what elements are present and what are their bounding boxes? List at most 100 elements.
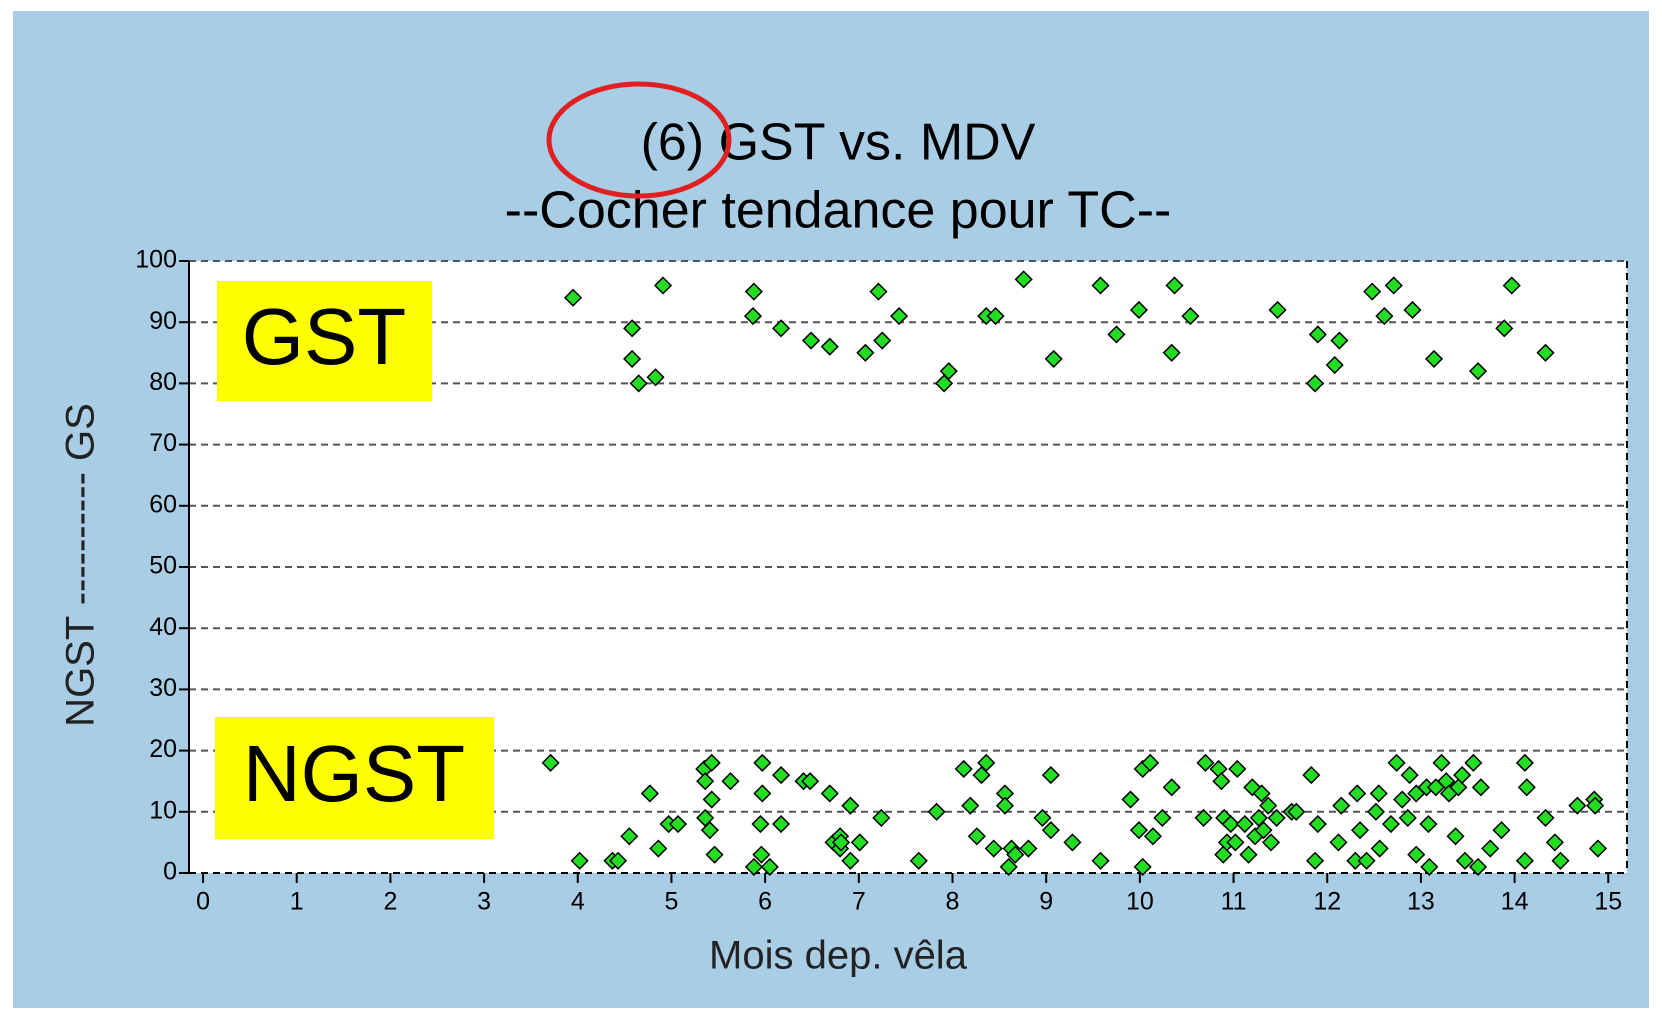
point bbox=[850, 833, 869, 852]
x-tick-label: 2 bbox=[383, 888, 397, 916]
point bbox=[744, 857, 763, 876]
point bbox=[1302, 766, 1321, 785]
point bbox=[986, 307, 1005, 326]
point bbox=[1370, 839, 1389, 858]
point bbox=[1363, 282, 1382, 301]
point bbox=[640, 784, 659, 803]
point bbox=[653, 276, 673, 295]
point bbox=[623, 349, 642, 368]
point bbox=[1545, 833, 1564, 852]
point bbox=[1143, 827, 1163, 846]
point bbox=[801, 331, 821, 350]
point bbox=[608, 851, 628, 870]
point bbox=[1129, 821, 1148, 840]
point bbox=[1468, 362, 1488, 381]
point bbox=[1308, 814, 1327, 834]
point bbox=[721, 772, 740, 791]
point bbox=[1014, 270, 1033, 289]
point bbox=[620, 827, 639, 846]
point bbox=[772, 319, 791, 338]
point bbox=[872, 808, 891, 827]
point bbox=[1407, 845, 1426, 864]
point bbox=[1129, 300, 1148, 320]
point bbox=[751, 814, 770, 834]
point bbox=[752, 845, 771, 864]
y-tick-label: 100 bbox=[135, 246, 177, 274]
point bbox=[1464, 753, 1483, 772]
x-tick-label: 8 bbox=[946, 888, 960, 916]
point bbox=[1502, 276, 1521, 295]
point bbox=[1287, 802, 1306, 821]
annotation: GST bbox=[242, 292, 406, 381]
point bbox=[1586, 796, 1605, 815]
point bbox=[1107, 325, 1126, 344]
point bbox=[841, 851, 860, 870]
point bbox=[1228, 759, 1247, 779]
point bbox=[1332, 796, 1351, 815]
y-tick-label: 90 bbox=[149, 307, 177, 335]
x-tick-label: 4 bbox=[571, 888, 585, 916]
x-tick-label: 7 bbox=[852, 888, 866, 916]
point bbox=[705, 845, 724, 864]
point bbox=[1153, 808, 1172, 827]
point bbox=[1194, 808, 1213, 827]
point bbox=[1181, 307, 1200, 326]
point bbox=[1588, 839, 1608, 858]
chart-title: (6) GST vs. MDV bbox=[641, 114, 1036, 172]
point bbox=[1121, 790, 1140, 809]
point bbox=[696, 772, 715, 791]
point bbox=[1366, 802, 1386, 821]
point bbox=[1455, 851, 1474, 870]
point bbox=[890, 307, 909, 326]
point bbox=[1141, 753, 1160, 772]
point bbox=[1259, 796, 1278, 815]
point bbox=[1375, 307, 1394, 326]
point bbox=[939, 362, 958, 381]
point bbox=[1350, 821, 1370, 840]
y-axis-label: NGST ---------- GS bbox=[59, 403, 103, 727]
point bbox=[801, 772, 820, 791]
point bbox=[1133, 857, 1152, 876]
point bbox=[1387, 753, 1406, 772]
point bbox=[772, 814, 791, 834]
point bbox=[1305, 851, 1325, 870]
point bbox=[1384, 276, 1403, 295]
point bbox=[1162, 778, 1181, 797]
point bbox=[541, 753, 560, 772]
point bbox=[1041, 766, 1060, 785]
point bbox=[1325, 355, 1344, 375]
point bbox=[668, 814, 688, 834]
x-tick-label: 15 bbox=[1594, 888, 1622, 916]
point bbox=[967, 827, 986, 846]
point bbox=[1517, 778, 1536, 797]
point bbox=[1063, 833, 1082, 852]
point bbox=[702, 753, 721, 772]
x-tick-label: 12 bbox=[1313, 888, 1341, 916]
point bbox=[1226, 833, 1245, 852]
point bbox=[1254, 821, 1273, 840]
y-tick-label: 70 bbox=[149, 429, 177, 457]
point bbox=[1308, 325, 1327, 344]
point bbox=[772, 766, 791, 785]
point bbox=[1212, 772, 1231, 791]
point bbox=[1536, 808, 1555, 827]
point bbox=[961, 796, 980, 815]
y-tick-label: 0 bbox=[163, 858, 177, 886]
point bbox=[1419, 814, 1438, 834]
annotation: NGST bbox=[243, 729, 465, 818]
point bbox=[820, 784, 839, 803]
annotation-box bbox=[217, 281, 432, 401]
point bbox=[1536, 343, 1555, 362]
y-tick-label: 30 bbox=[149, 674, 177, 702]
point bbox=[1196, 753, 1215, 772]
point bbox=[1252, 784, 1271, 803]
point bbox=[629, 374, 648, 393]
point bbox=[984, 839, 1003, 858]
point bbox=[646, 368, 665, 387]
y-tick-label: 80 bbox=[149, 368, 177, 396]
x-axis-label: Mois dep. vêla bbox=[709, 934, 968, 978]
point bbox=[977, 753, 996, 772]
point bbox=[744, 282, 763, 301]
highlight-circle bbox=[546, 81, 732, 199]
point bbox=[820, 337, 839, 356]
